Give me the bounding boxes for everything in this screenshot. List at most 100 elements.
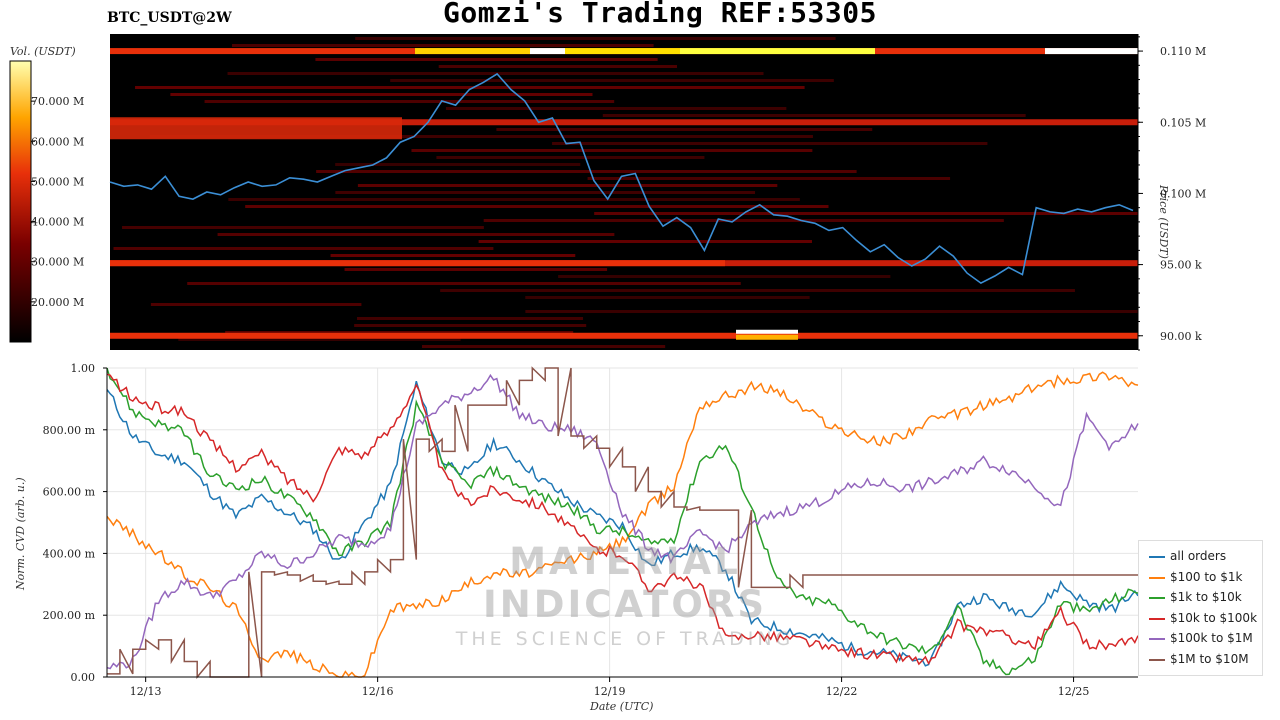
heatmap-row [335,163,581,166]
heatmap-row [552,142,988,145]
heatmap-row [231,44,654,47]
heatmap-row [178,338,461,341]
legend-swatch [1149,576,1165,579]
heatmap-row [445,107,787,110]
heatmap-row [558,275,891,278]
price-tick-label: 0.110 M [1160,45,1206,58]
heatmap-row [525,296,810,299]
heatmap-row [227,72,764,75]
legend-swatch [1149,597,1165,599]
heatmap-row [478,240,812,243]
chart-title: Gomzi's Trading REF:53305 [443,0,877,29]
date-axis-label: Date (UTC) [590,700,654,713]
legend-swatch [1149,556,1165,558]
liquidity-block [110,117,402,140]
heatmap-row [315,58,658,61]
heatmap-row [344,268,608,271]
legend-label: $1k to $10k [1170,590,1242,604]
liquidity-band [110,260,725,267]
liquidity-hotspot [565,48,680,55]
heatmap-row [594,212,1138,215]
heatmap-row [483,219,1004,222]
heatmap-row [411,149,813,152]
cvd-x-tick-label: 12/22 [826,685,858,698]
cvd-y-tick-label: 1.00 [71,362,96,375]
heatmap-row [335,191,756,194]
cvd-y-tick-label: 200.00 m [43,609,96,622]
legend-label: $10k to $100k [1170,610,1258,625]
colorbar-tick-label: 50.000 M [31,175,84,188]
legend-swatch [1149,658,1165,661]
colorbar: 70.000 M 60.000 M 50.000 M 40.000 M 30.000 M… [9,60,84,343]
cvd-x-tick-label: 12/19 [594,685,626,698]
cvd-x-tick-label: 12/16 [362,685,394,698]
liquidity-hotspot [736,329,798,334]
heatmap-row [149,135,813,138]
cvd-series-line [106,373,1139,666]
colorbar-tick-label: 70.000 M [31,95,84,108]
legend-label: $1M to $10M [1170,651,1249,666]
legend: all orders $100 to $1k $1k to $10k $10k to … [1138,540,1263,676]
price-line [109,72,1134,285]
heatmap-row [187,282,741,285]
cvd-y-tick-label: 0.00 [71,671,96,684]
liquidity-band [110,119,1138,126]
heatmap [110,34,1138,350]
liquidity-hotspot [1045,48,1138,55]
heatmap-row [225,331,574,334]
price-tick-label: 90.00 k [1160,330,1202,343]
heatmap-row [228,198,800,201]
legend-label: $100k to $1M [1170,631,1253,645]
legend-swatch [1149,617,1165,620]
liquidity-hotspot [415,48,530,55]
heatmap-row [357,317,584,320]
liquidity-hotspot [530,48,565,55]
heatmap-row [496,128,873,131]
cvd-y-tick-label: 400.00 m [43,547,96,560]
heatmap-row [170,93,593,96]
heatmap-row [122,226,484,229]
colorbar-gradient [9,60,32,343]
heatmap-row [113,247,494,250]
cvd-y-tick-label: 600.00 m [43,486,96,499]
liquidity-hotspot [736,334,798,340]
heatmap-row [602,114,1026,117]
price-tick-label: 95.00 k [1160,259,1202,272]
heatmap-row [217,233,615,236]
liquidity-hotspot [680,48,875,55]
colorbar-tick-label: 30.000 M [31,256,84,269]
cvd-y-tick-label: 800.00 m [43,424,96,437]
heatmap-row [204,100,615,103]
heatmap-row [440,289,1075,292]
heatmap-row [436,156,705,159]
colorbar-label: Vol. (USDT) [10,45,76,58]
price-tick-label: 0.100 M [1160,187,1206,200]
price-line-layer: 0.110 M 0.105 M 0.100 M 95.00 k 90.00 k [109,34,1206,351]
liquidity-band [110,332,1138,339]
heatmap-row [357,184,778,187]
cvd-plot: 0.00 200.00 m 400.00 m 600.00 m 800.00 m 1.00… [43,362,1139,698]
heatmap-row [355,37,836,40]
heatmap-row [438,65,678,68]
symbol-label: BTC_USDT@2W [107,10,232,26]
heatmap-row [245,205,829,208]
cvd-x-tick-label: 12/25 [1058,685,1090,698]
cvd-series-line [106,373,1139,670]
colorbar-tick-label: 60.000 M [31,135,84,148]
heatmap-row [390,79,834,82]
heatmap-row [422,345,666,348]
legend-label: $100 to $1k [1170,569,1243,584]
cvd-series-line [106,371,1139,678]
cvd-series-line [106,380,1139,667]
heatmap-row [330,254,576,257]
legend-swatch [1149,638,1165,640]
colorbar-tick-label: 40.000 M [31,216,84,229]
heatmap-row [135,86,805,89]
legend-label: all orders [1170,549,1227,563]
heatmap-row [525,310,1138,313]
cvd-x-tick-label: 12/13 [130,685,162,698]
heatmap-row [316,170,857,173]
heatmap-row [150,303,362,306]
colorbar-tick-label: 20.000 M [31,296,84,309]
